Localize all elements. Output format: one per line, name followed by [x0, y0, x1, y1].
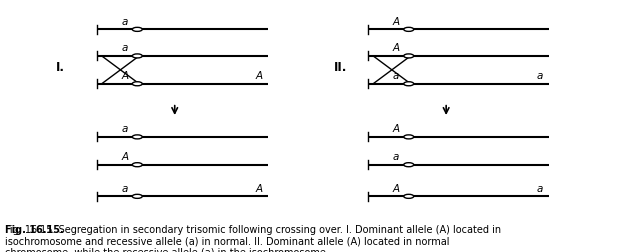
Text: a: a [122, 123, 128, 134]
Circle shape [404, 28, 414, 32]
Text: Fig. 16.15.: Fig. 16.15. [5, 224, 64, 234]
Circle shape [404, 82, 414, 86]
Circle shape [132, 163, 142, 167]
Circle shape [132, 195, 142, 199]
Text: a: a [122, 183, 128, 193]
Circle shape [404, 135, 414, 139]
Text: A: A [392, 123, 400, 134]
Text: Fig. 16.15. Segregation in secondary trisomic following crossing over. I. Domina: Fig. 16.15. Segregation in secondary tri… [5, 224, 501, 252]
Circle shape [404, 163, 414, 167]
Circle shape [132, 28, 142, 32]
Text: A: A [121, 71, 129, 81]
Circle shape [132, 82, 142, 86]
Circle shape [404, 55, 414, 59]
Text: A: A [392, 43, 400, 53]
Text: a: a [537, 71, 543, 81]
Text: a: a [393, 71, 399, 81]
Circle shape [404, 195, 414, 199]
Text: A: A [121, 151, 129, 161]
Text: II.: II. [334, 60, 347, 73]
Text: A: A [392, 183, 400, 193]
Text: a: a [393, 151, 399, 161]
Text: a: a [122, 16, 128, 26]
Text: A: A [392, 16, 400, 26]
Circle shape [132, 55, 142, 59]
Text: I.: I. [56, 60, 65, 73]
Circle shape [132, 135, 142, 139]
Text: a: a [122, 43, 128, 53]
Text: a: a [537, 183, 543, 193]
Text: A: A [255, 183, 263, 193]
Text: A: A [255, 71, 263, 81]
